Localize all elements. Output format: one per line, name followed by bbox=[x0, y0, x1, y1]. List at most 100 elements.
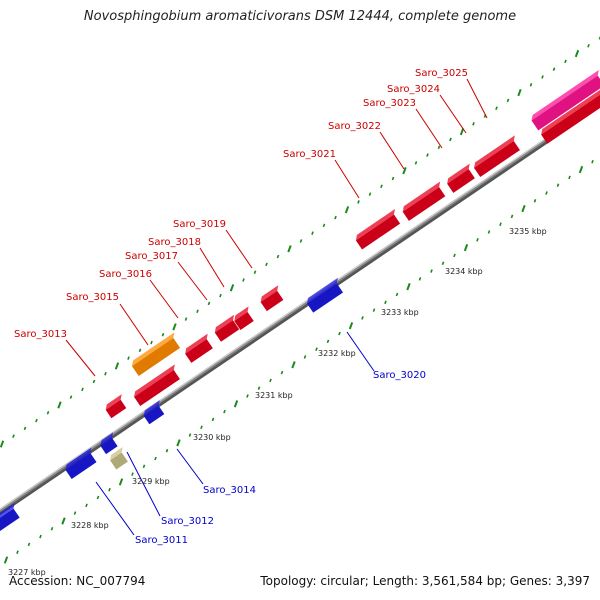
tick-mark bbox=[23, 426, 27, 431]
gene-saro-3024 bbox=[474, 135, 520, 178]
gene-top-face bbox=[234, 306, 249, 321]
tick-mark bbox=[326, 339, 330, 344]
tick-mark bbox=[127, 356, 130, 360]
gene-saro-3025 bbox=[531, 70, 600, 131]
tick-mark bbox=[0, 440, 5, 448]
feature-saro-3012-misc bbox=[110, 446, 128, 470]
gene-top-face bbox=[131, 332, 175, 367]
gene-shade bbox=[185, 339, 213, 363]
gene-body bbox=[131, 337, 181, 377]
gene-top-face bbox=[65, 447, 92, 470]
gene-label-saro-3025: Saro_3025 bbox=[415, 68, 468, 79]
gene-shade bbox=[214, 320, 240, 342]
gene-saro-3013 bbox=[105, 394, 127, 419]
tick-mark bbox=[414, 161, 418, 165]
reverse-gene-labels: Saro_3011 Saro_3012 Saro_3014 Saro_3020 bbox=[135, 370, 426, 546]
tick-mark bbox=[16, 550, 19, 554]
leader-saro-3015 bbox=[119, 303, 149, 346]
scale-label-3232: 3232 kbp bbox=[318, 349, 356, 358]
gene-shade bbox=[131, 337, 181, 377]
tick-mark bbox=[207, 301, 211, 306]
gene-body bbox=[234, 311, 254, 331]
tick-mark bbox=[418, 277, 422, 281]
gene-label-saro-3015: Saro_3015 bbox=[66, 292, 119, 303]
gene-shade bbox=[65, 453, 97, 479]
gene-body bbox=[541, 94, 600, 144]
tick-mark bbox=[81, 387, 84, 392]
leader-saro-3014 bbox=[176, 448, 204, 485]
tick-mark bbox=[441, 261, 445, 266]
tick-mark bbox=[348, 322, 354, 330]
gene-body bbox=[100, 437, 118, 455]
gene-label-saro-3014: Saro_3014 bbox=[203, 485, 256, 496]
gene-label-saro-3018: Saro_3018 bbox=[148, 237, 201, 248]
gene-saro-3017 bbox=[185, 333, 213, 363]
gene-saro-3021 bbox=[355, 208, 401, 250]
genome-backbone bbox=[0, 100, 600, 516]
tick-mark bbox=[61, 517, 66, 525]
gene-body bbox=[474, 140, 520, 178]
gene-saro-3015 bbox=[134, 364, 180, 407]
gene-saro-3019 bbox=[260, 285, 284, 312]
tick-mark bbox=[368, 192, 372, 196]
tick-mark bbox=[114, 362, 120, 370]
tick-mark bbox=[184, 317, 188, 321]
gene-top-face bbox=[105, 394, 122, 410]
tick-mark bbox=[552, 67, 556, 71]
tick-mark bbox=[315, 347, 318, 351]
gene-shade bbox=[447, 169, 475, 193]
tick-mark bbox=[476, 238, 479, 242]
gene-top-face bbox=[260, 285, 279, 303]
gene-saro-3014 bbox=[143, 400, 165, 425]
gene-body bbox=[355, 214, 401, 250]
gene-label-saro-3019: Saro_3019 bbox=[173, 219, 226, 230]
tick-mark bbox=[12, 434, 15, 438]
tick-mark bbox=[73, 511, 77, 515]
gene-features bbox=[0, 70, 600, 534]
tick-mark bbox=[39, 534, 42, 539]
leader-saro-3020 bbox=[346, 331, 375, 372]
tick-mark bbox=[246, 394, 249, 398]
tick-mark bbox=[291, 361, 296, 369]
gene-saro-3010 bbox=[0, 503, 20, 534]
tick-mark bbox=[196, 309, 199, 314]
tick-mark bbox=[541, 75, 544, 79]
tick-mark bbox=[395, 292, 399, 297]
scale-label-3227: 3227 kbp bbox=[8, 568, 46, 577]
gene-shade bbox=[110, 452, 128, 470]
accession-label: Accession: NC_007794 bbox=[9, 574, 146, 588]
tick-mark bbox=[380, 184, 383, 189]
tick-mark bbox=[287, 245, 292, 253]
tick-mark bbox=[233, 400, 239, 408]
tick-mark bbox=[118, 478, 124, 486]
tick-mark bbox=[299, 239, 303, 243]
leader-saro-3017 bbox=[177, 261, 208, 301]
gene-shade bbox=[234, 311, 254, 331]
tick-mark bbox=[138, 348, 142, 353]
gene-label-saro-3020: Saro_3020 bbox=[373, 370, 426, 381]
gene-saro-3026 bbox=[541, 88, 600, 144]
tick-mark bbox=[276, 254, 280, 259]
tick-mark bbox=[430, 269, 433, 273]
gene-top-face bbox=[531, 70, 599, 121]
gene-top-face bbox=[214, 314, 235, 333]
scale-label-3235: 3235 kbp bbox=[509, 227, 547, 236]
tick-mark bbox=[150, 340, 153, 345]
label-leader-lines bbox=[65, 78, 488, 536]
gene-top-face bbox=[143, 400, 160, 416]
tick-mark bbox=[372, 308, 376, 312]
gene-body bbox=[214, 320, 240, 342]
tick-mark bbox=[269, 378, 272, 383]
gene-body bbox=[110, 452, 128, 470]
tick-mark bbox=[495, 106, 498, 111]
gene-label-saro-3022: Saro_3022 bbox=[328, 121, 381, 132]
inner-tick-track bbox=[3, 159, 594, 564]
tick-mark bbox=[50, 526, 54, 531]
gene-label-saro-3024: Saro_3024 bbox=[387, 84, 440, 95]
scale-label-3234: 3234 kbp bbox=[445, 267, 483, 276]
gene-body bbox=[402, 187, 446, 221]
forward-gene-labels: Saro_3013 Saro_3015 Saro_3016 Saro_3017 … bbox=[14, 68, 468, 340]
tick-mark bbox=[35, 418, 38, 423]
gene-top-face bbox=[307, 277, 338, 304]
